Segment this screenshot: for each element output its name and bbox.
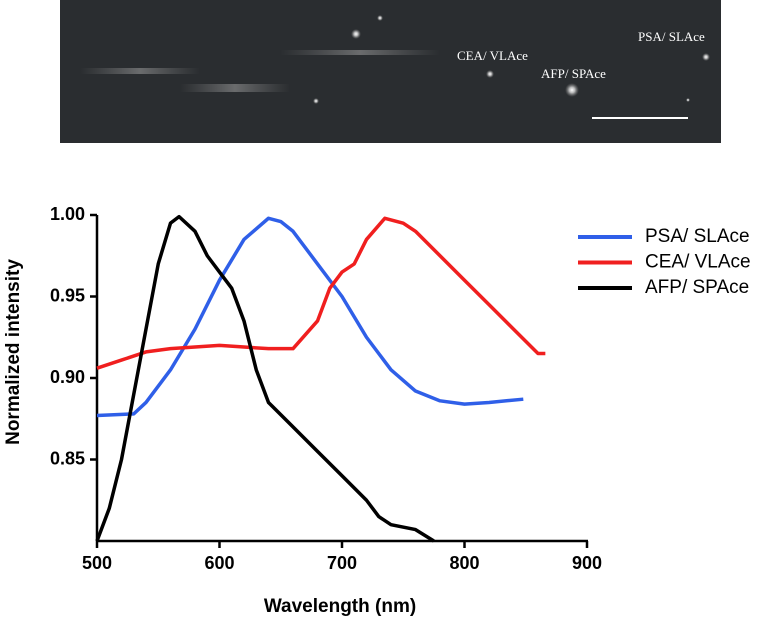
- streak: [280, 50, 440, 55]
- spot: [486, 70, 494, 78]
- spot: [313, 98, 319, 104]
- spot: [702, 53, 710, 61]
- legend-label: CEA/ VLAce: [645, 252, 751, 273]
- legend-label: PSA/ SLAce: [645, 226, 750, 247]
- x-axis-title: Wavelength (nm): [264, 596, 416, 617]
- spot: [686, 98, 690, 102]
- x-tick-label: 700: [327, 553, 357, 573]
- microscopy-image: PSA/ SLAce CEA/ VLAce AFP/ SPAce: [60, 0, 721, 143]
- streak: [80, 68, 200, 74]
- y-axis-title: Normalized intensity: [3, 259, 24, 445]
- legend-label: AFP/ SPAce: [645, 277, 749, 298]
- series-line: [96, 216, 546, 370]
- y-tick-label: 0.95: [50, 285, 85, 305]
- series-line: [96, 216, 524, 418]
- y-tick-label: 0.90: [50, 367, 85, 387]
- spot: [377, 15, 383, 21]
- streak: [180, 84, 290, 92]
- y-tick-label: 1.00: [50, 204, 85, 224]
- spot: [565, 83, 579, 97]
- image-label: PSA/ SLAce: [638, 29, 705, 44]
- spot: [351, 29, 361, 39]
- x-tick-label: 500: [82, 553, 112, 573]
- image-label: AFP/ SPAce: [541, 66, 606, 81]
- x-tick-label: 800: [449, 553, 479, 573]
- series-line: [95, 214, 435, 543]
- x-tick-label: 900: [572, 553, 602, 573]
- image-label: CEA/ VLAce: [457, 48, 528, 63]
- y-tick-label: 0.85: [50, 448, 85, 468]
- x-tick-label: 600: [204, 553, 234, 573]
